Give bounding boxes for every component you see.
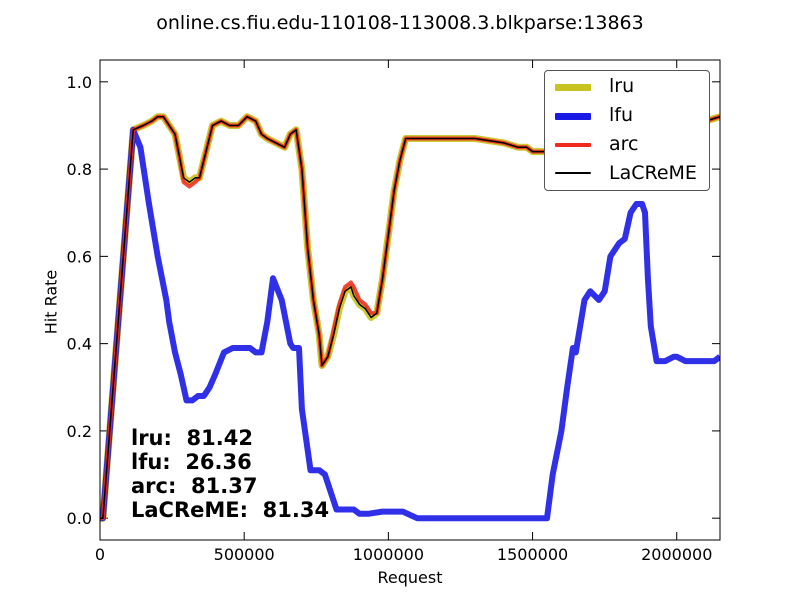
y-axis-label: Hit Rate (41, 269, 61, 335)
legend-label-arc: arc (609, 133, 639, 155)
y-tick-label: 0.8 (67, 160, 92, 179)
legend-item-lacreme: LaCReME (545, 160, 709, 188)
y-tick-label: 1.0 (67, 73, 92, 92)
summary-value: 81.37 (191, 474, 258, 498)
x-axis-label: Request (377, 568, 443, 587)
summary-lru: lru: 81.42 (131, 426, 329, 450)
summary-label: lru: (131, 426, 172, 450)
summary-label: LaCReME: (131, 498, 249, 522)
summary-value: 26.36 (185, 450, 252, 474)
summary-lfu: lfu: 26.36 (131, 450, 329, 474)
summary-lacreme: LaCReME: 81.34 (131, 498, 329, 522)
y-tick-label: 0.2 (67, 422, 92, 441)
x-tick-label: 1000000 (353, 545, 424, 564)
legend-item-arc: arc (545, 131, 709, 159)
hit-rate-summary: lru: 81.42 lfu: 26.36 arc: 81.37 LaCReME… (131, 426, 329, 522)
legend-swatch-lacreme (555, 172, 591, 174)
y-axis-ticks: 0.0 0.2 0.4 0.6 0.8 1.0 (67, 73, 720, 528)
summary-value: 81.42 (186, 426, 253, 450)
summary-label: lfu: (131, 450, 171, 474)
legend-label-lru: lru (609, 75, 635, 97)
legend-label-lfu: lfu (609, 104, 634, 126)
summary-label: arc: (131, 474, 177, 498)
x-axis-ticks: 0 500000 1000000 1500000 2000000 (95, 60, 712, 564)
legend-item-lru: lru (545, 73, 709, 101)
series-line-lfu (100, 126, 720, 522)
summary-value: 81.34 (262, 498, 330, 522)
y-tick-label: 0.4 (67, 335, 92, 354)
legend-swatch-lfu (555, 113, 591, 120)
x-tick-label: 2000000 (641, 545, 712, 564)
legend-item-lfu: lfu (545, 102, 709, 130)
legend-swatch-arc (555, 143, 591, 147)
x-tick-label: 1500000 (497, 545, 568, 564)
x-tick-label: 500000 (214, 545, 275, 564)
x-tick-label: 0 (95, 545, 105, 564)
y-tick-label: 0.6 (67, 247, 92, 266)
plot-frame (99, 59, 721, 541)
legend-swatch-lru (555, 84, 591, 91)
summary-arc: arc: 81.37 (131, 474, 329, 498)
legend-label-lacreme: LaCReME (609, 162, 697, 184)
chart-title: online.cs.fiu.edu-110108-113008.3.blkpar… (156, 12, 644, 34)
y-tick-label: 0.0 (67, 509, 92, 528)
legend: lru lfu arc LaCReME (544, 70, 710, 191)
